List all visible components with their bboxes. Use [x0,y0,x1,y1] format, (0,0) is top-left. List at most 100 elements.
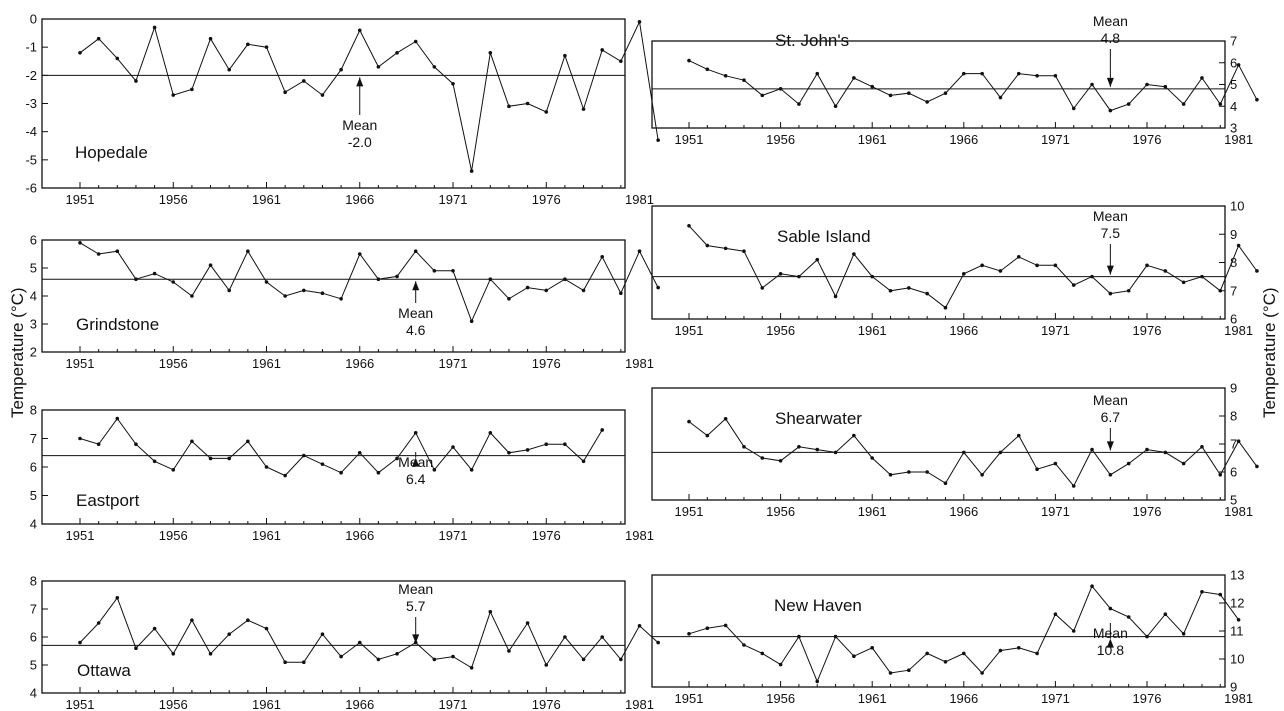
x-tick-label: 1961 [858,323,887,338]
data-point [723,246,728,251]
data-point [507,649,511,653]
data-point [544,110,549,114]
data-point [152,271,157,276]
data-point [619,59,623,64]
data-point [778,459,783,463]
x-tick-label: 1961 [858,504,887,519]
y-tick-label: 9 [1230,381,1237,396]
data-point [687,58,691,63]
y-tick-label: 5 [30,488,37,503]
x-tick-label: 1961 [252,192,281,207]
x-tick-label: 1951 [675,691,704,706]
data-point [227,67,231,72]
data-point [152,459,157,464]
data-point [1090,584,1094,588]
station-name: Shearwater [775,409,862,428]
data-point [171,93,176,97]
data-point [656,138,660,142]
station-name: Hopedale [75,143,148,162]
data-point [395,652,399,656]
y-tick-label: 7 [1230,437,1237,452]
mean-annotation-value: 6.7 [1101,409,1121,425]
data-point [1016,646,1021,650]
data-point [525,101,530,106]
data-point [1053,263,1058,268]
y-tick-label: 5 [1230,77,1237,92]
data-point [357,28,362,33]
data-point [525,621,530,625]
data-point [1126,615,1131,619]
data-point [1126,461,1131,466]
data-point [1236,439,1241,444]
mean-annotation-value: 5.7 [406,598,426,614]
x-tick-label: 1961 [252,528,281,543]
station-name: Ottawa [77,661,131,680]
x-tick-label: 1971 [1041,691,1070,706]
panel-eastport: 1951 1956 1961 1966 1971 1976 1981 8 7 6 5 4 Eastpor… [30,403,654,544]
data-point [723,623,728,628]
data-point [190,439,194,444]
data-point [413,431,418,435]
data-point [208,652,213,656]
x-tick-label: 1956 [159,356,188,371]
data-point [852,433,856,438]
data-point [115,416,120,421]
data-point [1071,629,1076,633]
y-tick-label: 9 [1230,680,1237,695]
x-tick-label: 1976 [532,697,561,711]
data-point [925,291,929,296]
data-point [469,666,474,670]
data-point [687,632,691,636]
data-point [581,459,586,464]
y-tick-label: 7 [30,431,37,446]
data-point [1163,450,1168,455]
data-point [283,90,287,95]
data-point [1145,82,1149,87]
x-tick-label: 1961 [858,691,887,706]
data-point [283,660,287,664]
x-tick-label: 1981 [625,697,654,711]
mean-annotation-value: 4.6 [406,322,426,338]
data-point [376,470,381,475]
data-point [870,646,874,650]
x-tick-label: 1981 [1224,504,1253,519]
data-point [833,294,838,299]
data-point [797,634,801,639]
data-point [413,249,418,253]
mean-arrow-head [412,281,420,291]
data-point [563,277,567,282]
data-point [1163,84,1168,89]
y-tick-label: 3 [1230,121,1237,136]
data-point [488,610,493,614]
data-point [227,456,231,461]
x-tick-label: 1981 [1224,691,1253,706]
data-point [962,71,966,76]
y-tick-label: 4 [30,686,37,701]
mean-annotation-value: 6.4 [406,471,426,487]
x-tick-label: 1981 [1224,323,1253,338]
data-point [833,634,838,639]
mean-annotation-word: Mean [398,305,433,321]
data-point [705,626,710,630]
data-point [264,626,269,631]
data-point [815,447,820,452]
data-point [1053,461,1058,466]
data-point [943,660,948,664]
data-point [302,288,306,293]
x-tick-label: 1971 [1041,504,1070,519]
data-point [833,104,838,109]
data-point [581,288,586,293]
data-point [687,419,691,424]
y-tick-label: 4 [30,517,37,532]
y-tick-label: 10 [1230,652,1244,667]
x-tick-label: 1951 [66,356,95,371]
station-name: Eastport [76,491,140,510]
data-point [1200,590,1204,594]
data-point [246,249,250,253]
data-point [357,252,362,256]
data-point [96,36,101,41]
y-tick-label: 3 [30,317,37,332]
panel-ottawa: 1951 1956 1961 1966 1971 1976 1981 8 7 6 5 4 Ottawa M… [30,574,660,711]
data-point [980,71,984,76]
data-point [1016,255,1021,259]
